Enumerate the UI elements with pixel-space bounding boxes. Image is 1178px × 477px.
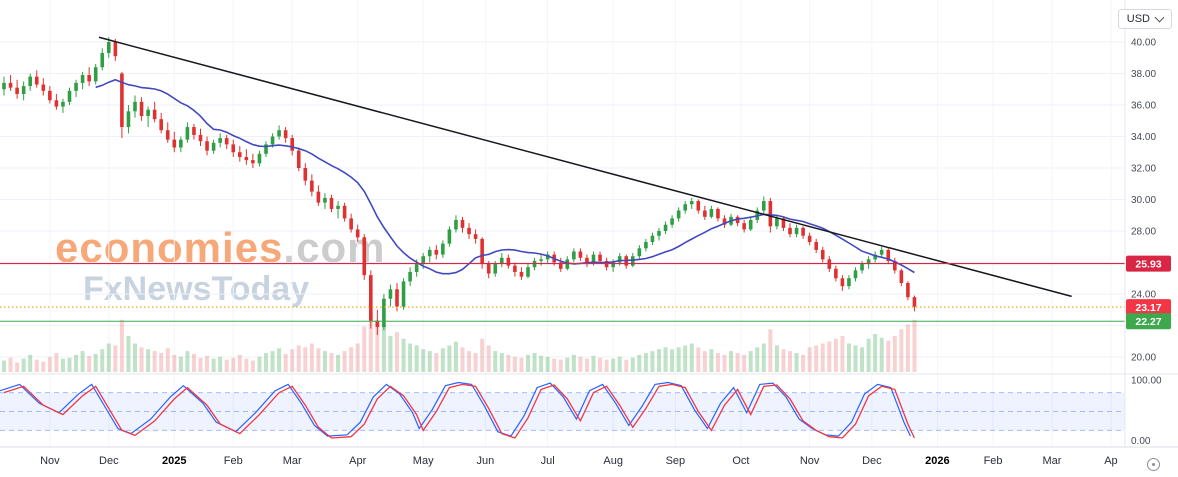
stoch-lines — [0, 381, 915, 439]
separators — [0, 0, 1178, 448]
svg-text:Aug: Aug — [603, 455, 623, 467]
price-grid — [0, 0, 1125, 447]
svg-text:23.17: 23.17 — [1135, 302, 1161, 314]
svg-text:Mar: Mar — [283, 455, 302, 467]
svg-text:0.00: 0.00 — [1131, 436, 1151, 447]
watermark-subbrand: FxNewsToday — [83, 270, 310, 309]
svg-text:Jul: Jul — [541, 455, 555, 467]
svg-text:2025: 2025 — [162, 455, 186, 467]
svg-text:Apr: Apr — [349, 455, 366, 467]
trendline[interactable] — [98, 36, 1072, 298]
svg-text:May: May — [413, 455, 434, 467]
gear-glyph — [1146, 457, 1160, 471]
x-axis-labels[interactable]: Nov Dec 2025 Feb Mar Apr May Jun Jul Aug Sep Oct Nov… — [40, 455, 1118, 467]
svg-text:Dec: Dec — [862, 455, 882, 467]
svg-text:24.00: 24.00 — [1131, 290, 1156, 301]
currency-selector[interactable]: USD — [1117, 9, 1172, 29]
watermark: economies.com FxNewsToday — [55, 225, 385, 309]
svg-text:Nov: Nov — [800, 455, 820, 467]
svg-text:38.00: 38.00 — [1131, 69, 1156, 80]
svg-text:22.27: 22.27 — [1135, 316, 1161, 328]
ma-line — [95, 78, 915, 275]
svg-text:Sep: Sep — [666, 455, 686, 467]
svg-text:34.00: 34.00 — [1131, 132, 1156, 143]
y-axis-labels[interactable]: 40.0038.0036.0034.0032.0030.0028.0026.00… — [1131, 38, 1162, 448]
svg-text:Feb: Feb — [984, 455, 1003, 467]
volume-bars — [2, 313, 917, 372]
svg-text:2026: 2026 — [925, 455, 949, 467]
svg-text:Jun: Jun — [477, 455, 495, 467]
chevron-down-icon — [1154, 12, 1165, 23]
svg-text:25.93: 25.93 — [1135, 258, 1161, 270]
price-badges: 25.93 23.17 22.27 — [1126, 255, 1171, 330]
hlines[interactable] — [0, 263, 1125, 322]
svg-text:Ap: Ap — [1104, 455, 1117, 467]
svg-text:32.00: 32.00 — [1131, 164, 1156, 175]
svg-text:100.00: 100.00 — [1131, 376, 1162, 387]
svg-text:20.00: 20.00 — [1131, 353, 1156, 364]
settings-icon[interactable] — [1145, 456, 1161, 472]
svg-text:Dec: Dec — [99, 455, 119, 467]
svg-text:Nov: Nov — [40, 455, 60, 467]
svg-text:Feb: Feb — [224, 455, 243, 467]
svg-text:Mar: Mar — [1043, 455, 1062, 467]
candles — [2, 37, 917, 335]
svg-text:36.00: 36.00 — [1131, 101, 1156, 112]
svg-text:Oct: Oct — [732, 455, 749, 467]
indicator-band — [0, 392, 1125, 431]
svg-text:30.00: 30.00 — [1131, 195, 1156, 206]
currency-label: USD — [1126, 13, 1150, 25]
svg-text:28.00: 28.00 — [1131, 227, 1156, 238]
svg-text:40.00: 40.00 — [1131, 38, 1156, 49]
